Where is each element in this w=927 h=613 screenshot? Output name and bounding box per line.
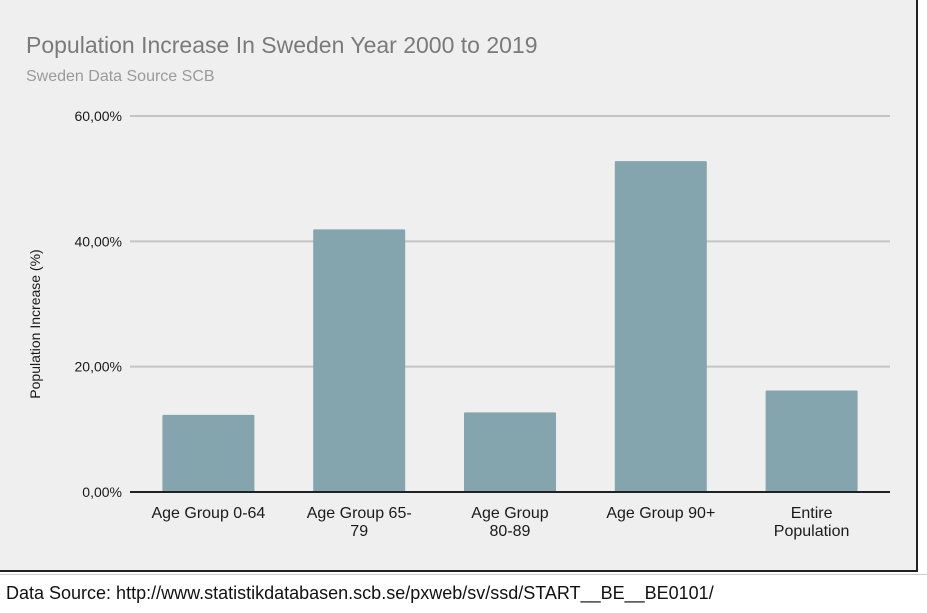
- x-tick-label-line: Age Group 0-64: [151, 505, 265, 522]
- x-axis-ticks: Age Group 0-64 Age Group 65-79 Age Group 80…: [151, 505, 849, 540]
- x-tick-label-line: Population: [774, 523, 850, 540]
- chart-frame: Population Increase In Sweden Year 2000 …: [0, 0, 918, 572]
- data-source-caption: Data Source: http://www.statistikdatabas…: [6, 583, 714, 603]
- x-tick-label: Age Group 80-89: [471, 505, 548, 540]
- x-tick-label-line: 80-89: [490, 523, 531, 540]
- y-tick-label: 20,00%: [75, 359, 122, 375]
- x-tick-label-line: Age Group 90+: [606, 505, 715, 522]
- bar-1: [162, 414, 255, 492]
- bar-2: [313, 229, 406, 492]
- y-axis-label: Population Increase (%): [27, 249, 43, 398]
- bar-5: [765, 390, 858, 492]
- chart-title: Population Increase In Sweden Year 2000 …: [26, 32, 538, 58]
- x-tick-label: Age Group 90+: [606, 505, 715, 522]
- x-tick-label-line: Age Group: [471, 505, 548, 522]
- x-tick-label-line: 79: [350, 523, 368, 540]
- x-tick-label-line: Entire: [791, 505, 833, 522]
- caption-bar: Data Source: http://www.statistikdatabas…: [0, 574, 927, 613]
- chart-subtitle: Sweden Data Source SCB: [26, 68, 215, 85]
- x-tick-label-line: Age Group 65-: [307, 505, 412, 522]
- bar-3: [464, 412, 556, 492]
- x-tick-label: Age Group 0-64: [151, 505, 265, 522]
- x-tick-label: Age Group 65-79: [307, 505, 412, 540]
- gridlines: [130, 115, 890, 368]
- y-axis-ticks: 0,00% 20,00% 40,00% 60,00%: [75, 108, 122, 500]
- bars: [162, 161, 858, 492]
- bar-4: [614, 161, 707, 492]
- y-tick-label: 60,00%: [75, 108, 122, 124]
- x-tick-label: Entire Population: [774, 505, 850, 540]
- y-tick-label: 0,00%: [82, 484, 122, 500]
- y-tick-label: 40,00%: [75, 233, 122, 249]
- bar-chart: Population Increase In Sweden Year 2000 …: [26, 32, 890, 540]
